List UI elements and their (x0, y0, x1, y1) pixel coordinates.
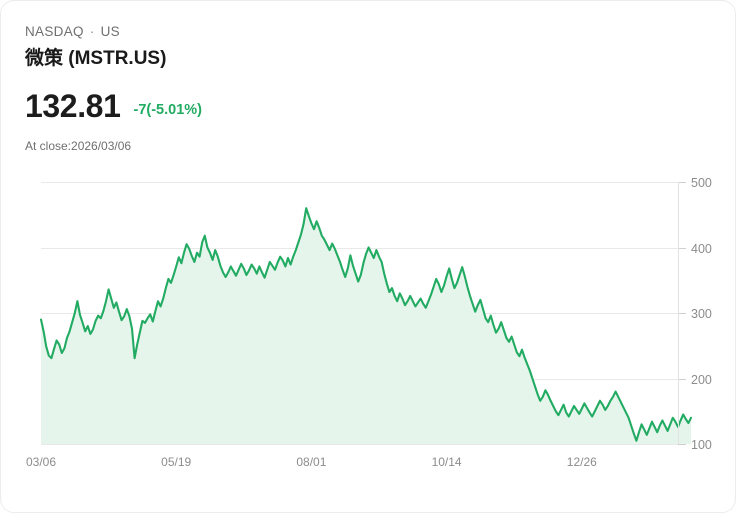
y-axis-tick-label: 300 (691, 307, 712, 321)
y-axis-tick-label: 200 (691, 373, 712, 387)
price-row: 132.81 -7(-5.01%) (25, 88, 685, 124)
x-axis-tick-label: 10/14 (432, 455, 462, 469)
y-axis-tick-label: 400 (691, 242, 712, 256)
x-axis-ticks: 03/06 05/19 08/01 10/14 12/26 (26, 455, 597, 469)
x-axis-tick-label: 03/06 (26, 455, 56, 469)
y-axis-ticks: 100 200 300 400 500 (678, 176, 712, 452)
separator-dot: · (89, 24, 95, 39)
region-code: US (100, 24, 120, 39)
series-line (39, 207, 693, 442)
price-chart-svg: 100 200 300 400 500 03/06 05/19 08/01 10/14 12/2… (26, 176, 712, 469)
exchange-name: NASDAQ (25, 24, 84, 39)
y-axis-tick-label: 100 (691, 438, 712, 452)
price-chart[interactable]: 100 200 300 400 500 03/06 05/19 08/01 10/14 12/2… (1, 166, 735, 486)
session-status: At close:2026/03/06 (25, 139, 132, 153)
exchange-region-line: NASDAQ · US (25, 23, 685, 40)
quote-header: NASDAQ · US 微策 (MSTR.US) 132.81 -7(-5.01… (25, 23, 685, 154)
last-price: 132.81 (25, 88, 121, 124)
x-axis-tick-label: 05/19 (161, 455, 191, 469)
price-change-badge: -7(-5.01%) (133, 102, 202, 118)
series-area-fill (41, 208, 691, 444)
x-axis-tick-label: 12/26 (567, 455, 597, 469)
y-axis-tick-label: 500 (691, 176, 712, 190)
page-title: 微策 (MSTR.US) (25, 48, 167, 69)
x-axis-tick-label: 08/01 (296, 455, 326, 469)
series-group (39, 207, 693, 444)
